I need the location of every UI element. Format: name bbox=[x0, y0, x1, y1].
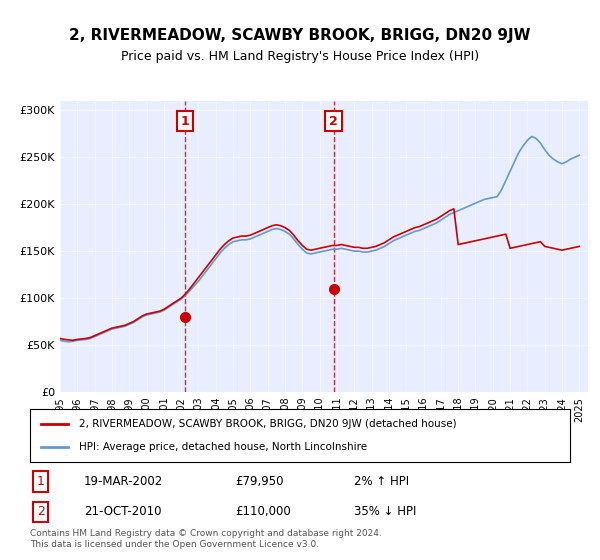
Text: 2% ↑ HPI: 2% ↑ HPI bbox=[354, 475, 409, 488]
Text: 1: 1 bbox=[180, 115, 189, 128]
Text: 19-MAR-2002: 19-MAR-2002 bbox=[84, 475, 163, 488]
Text: 2: 2 bbox=[37, 505, 45, 519]
Text: 21-OCT-2010: 21-OCT-2010 bbox=[84, 505, 161, 519]
Text: £79,950: £79,950 bbox=[235, 475, 284, 488]
Text: HPI: Average price, detached house, North Lincolnshire: HPI: Average price, detached house, Nort… bbox=[79, 442, 367, 452]
Text: £110,000: £110,000 bbox=[235, 505, 291, 519]
Text: 2, RIVERMEADOW, SCAWBY BROOK, BRIGG, DN20 9JW: 2, RIVERMEADOW, SCAWBY BROOK, BRIGG, DN2… bbox=[69, 28, 531, 43]
Text: 35% ↓ HPI: 35% ↓ HPI bbox=[354, 505, 416, 519]
Text: 2, RIVERMEADOW, SCAWBY BROOK, BRIGG, DN20 9JW (detached house): 2, RIVERMEADOW, SCAWBY BROOK, BRIGG, DN2… bbox=[79, 419, 456, 429]
Text: 1: 1 bbox=[37, 475, 45, 488]
Text: Contains HM Land Registry data © Crown copyright and database right 2024.
This d: Contains HM Land Registry data © Crown c… bbox=[30, 529, 382, 549]
Text: 2: 2 bbox=[329, 115, 338, 128]
Text: Price paid vs. HM Land Registry's House Price Index (HPI): Price paid vs. HM Land Registry's House … bbox=[121, 50, 479, 63]
